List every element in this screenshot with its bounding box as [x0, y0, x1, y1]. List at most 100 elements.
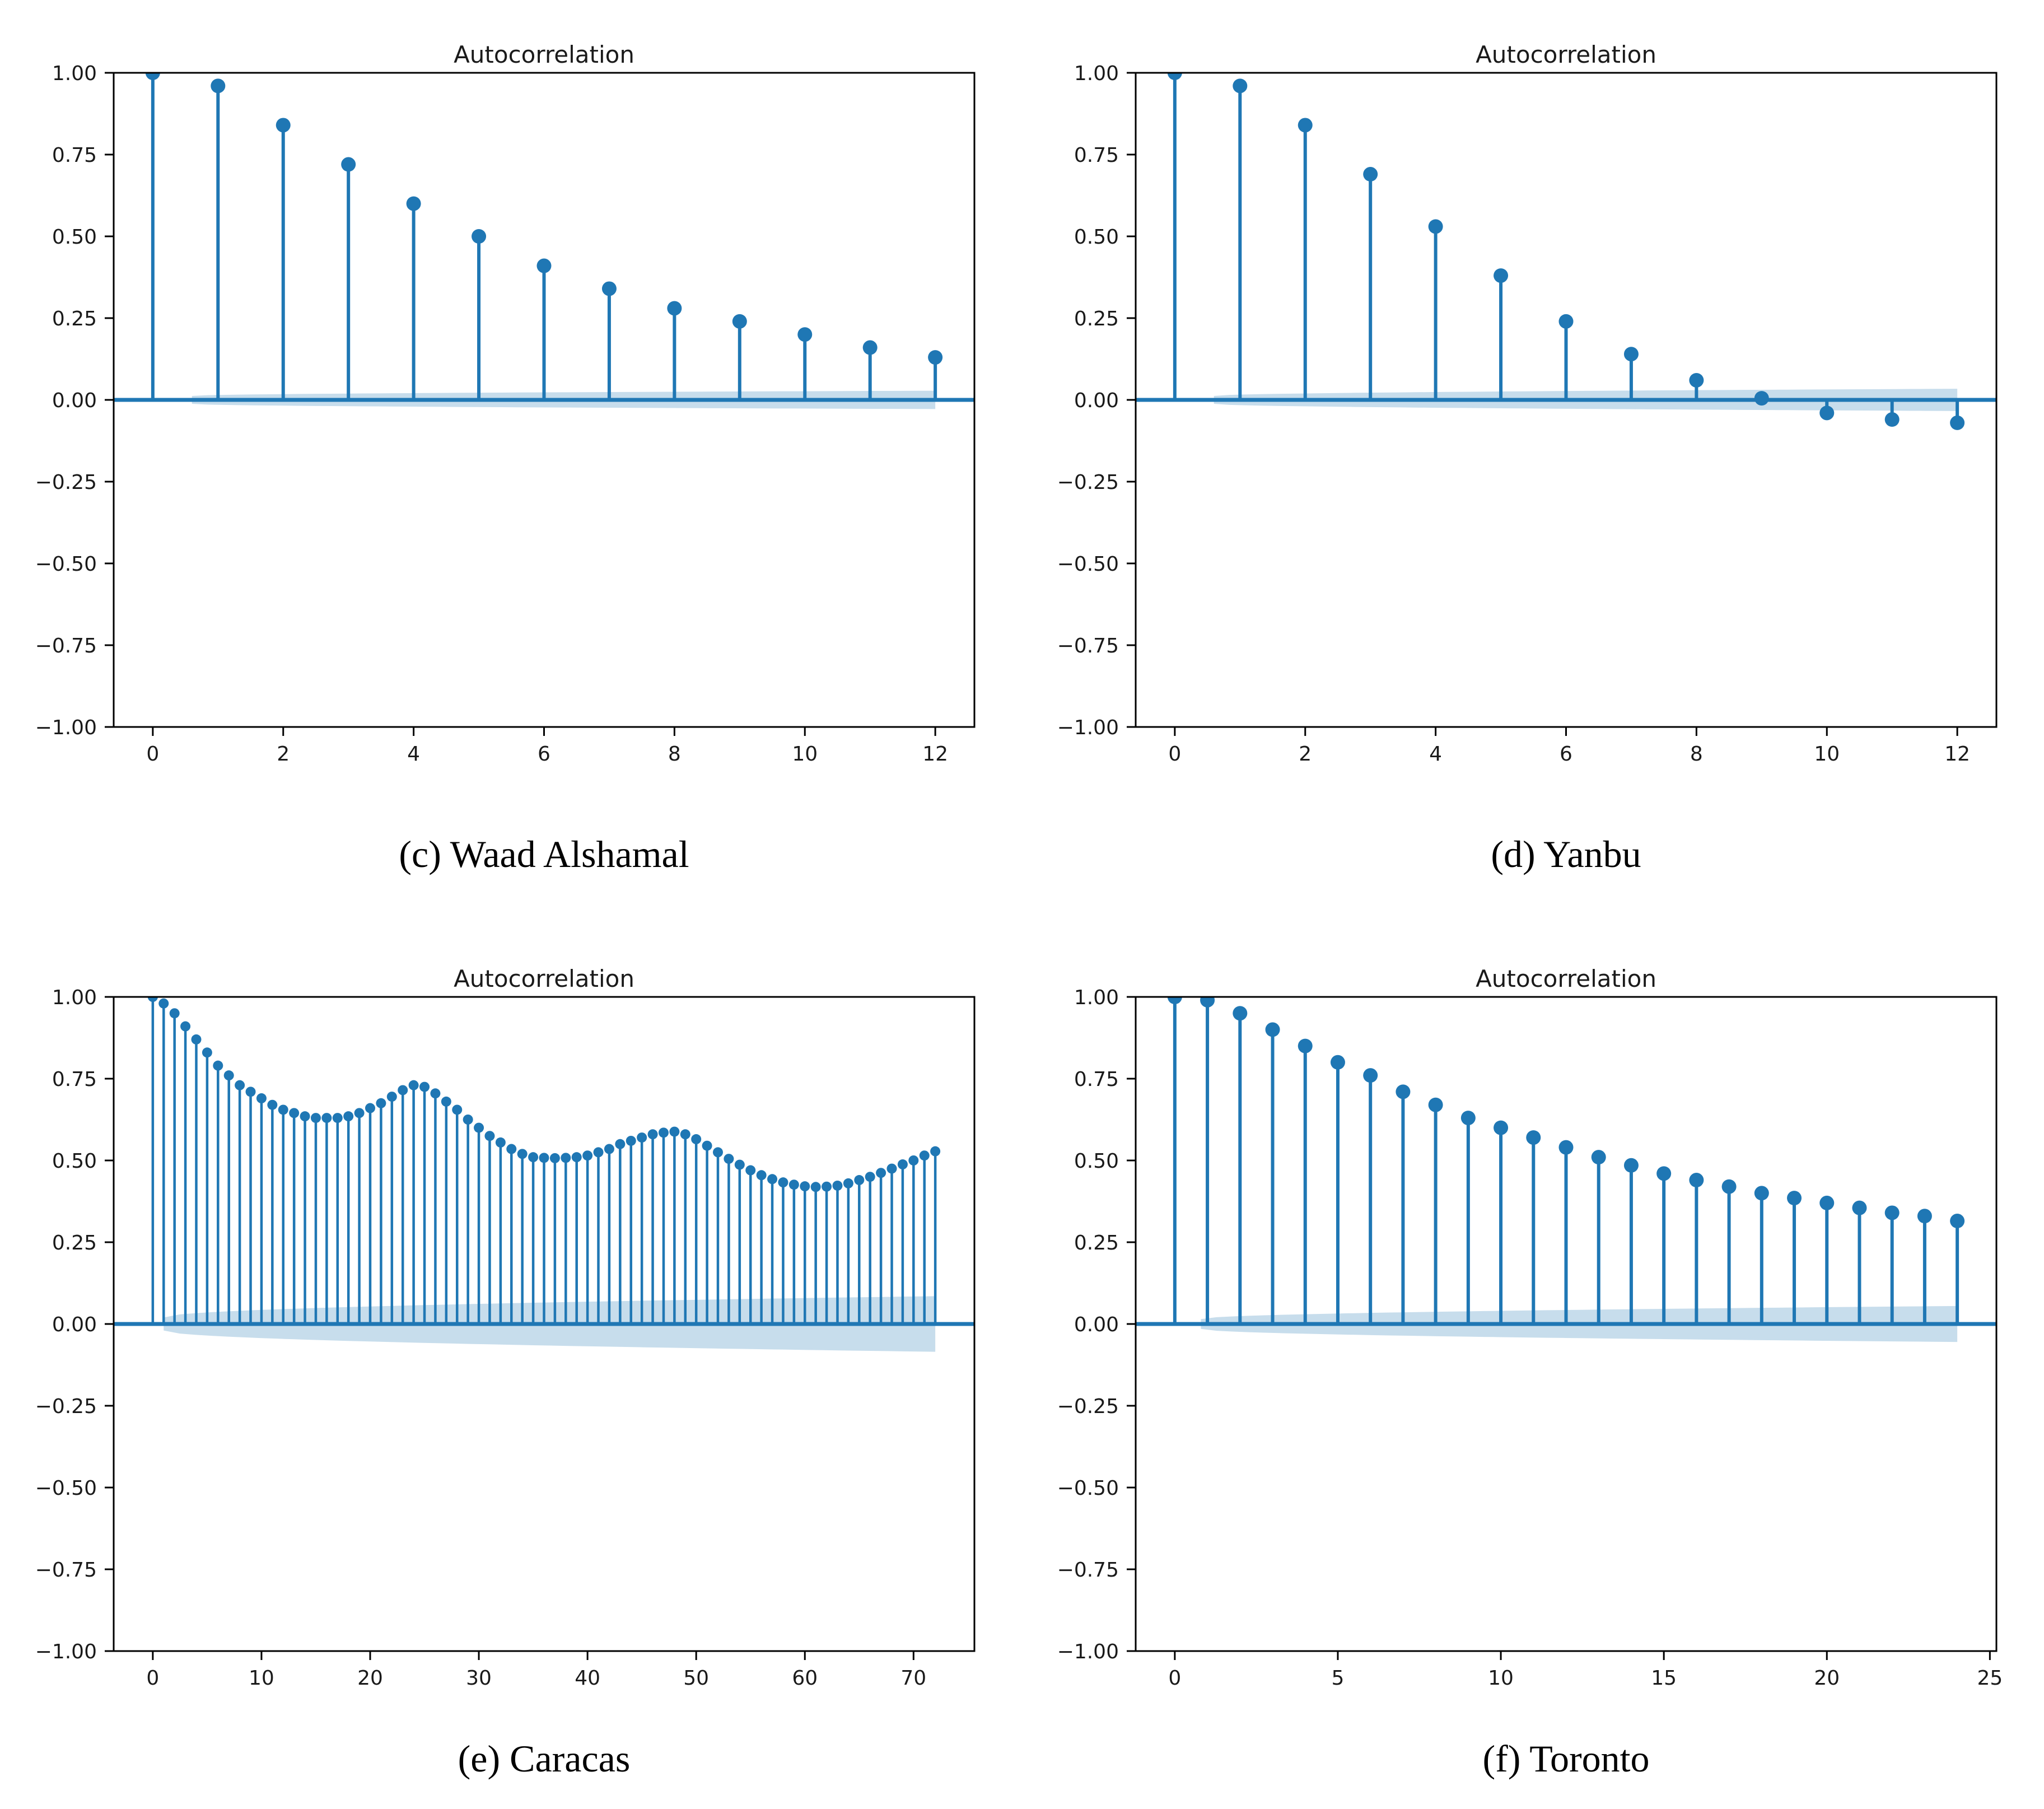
acf-marker — [256, 1093, 267, 1104]
y-tick-label: 0.75 — [1074, 144, 1119, 167]
acf-marker — [1558, 1140, 1574, 1155]
acf-marker — [637, 1132, 647, 1143]
acf-marker — [245, 1087, 256, 1097]
acf-marker — [202, 1047, 212, 1058]
caption-caracas: (e) Caracas — [458, 1737, 631, 1780]
acf-marker — [235, 1080, 245, 1090]
acf-marker — [495, 1137, 506, 1148]
acf-marker — [571, 1152, 582, 1163]
acf-marker — [1526, 1130, 1541, 1145]
acf-marker — [1721, 1179, 1737, 1194]
acf-marker — [865, 1172, 875, 1182]
acf-marker — [843, 1178, 853, 1188]
y-tick-label: −1.00 — [1057, 1640, 1119, 1663]
acf-marker — [604, 1144, 614, 1154]
y-tick-label: −0.50 — [1057, 553, 1119, 576]
chart-title: Autocorrelation — [1476, 41, 1656, 68]
y-tick-label: 0.75 — [52, 144, 97, 167]
acf-marker — [386, 1092, 397, 1102]
x-tick-label: 4 — [407, 743, 420, 766]
acf-marker — [278, 1104, 288, 1115]
x-tick-label: 40 — [575, 1667, 600, 1690]
acf-marker — [1852, 1200, 1867, 1215]
acf-marker — [341, 157, 356, 172]
y-tick-label: 0.50 — [1074, 1150, 1119, 1173]
acf-marker — [528, 1152, 539, 1163]
acf-marker — [474, 1122, 484, 1133]
caption-yanbu: (d) Yanbu — [1491, 832, 1641, 875]
acf-marker — [1200, 997, 1215, 1008]
y-tick-label: 0.25 — [1074, 1232, 1119, 1255]
caption-toronto: (f) Toronto — [1482, 1737, 1650, 1780]
acf-marker — [702, 1140, 712, 1151]
acf-marker — [788, 1179, 799, 1190]
y-tick-label: 1.00 — [1074, 62, 1119, 85]
y-tick-label: −0.25 — [1057, 471, 1119, 494]
acf-marker — [930, 1146, 941, 1157]
x-tick-label: 12 — [1944, 743, 1970, 766]
acf-marker — [1754, 391, 1769, 406]
y-tick-label: −0.25 — [1057, 1395, 1119, 1418]
stems — [147, 997, 941, 1324]
acf-marker — [1950, 1214, 1965, 1229]
y-tick-label: 0.50 — [1074, 226, 1119, 249]
acf-marker — [1819, 405, 1835, 421]
acf-marker — [1460, 1111, 1476, 1126]
x-tick-label: 4 — [1429, 743, 1442, 766]
x-tick-label: 8 — [1690, 743, 1703, 766]
acf-marker — [452, 1104, 463, 1115]
acf-marker — [667, 301, 682, 316]
x-tick-label: 6 — [1560, 743, 1572, 766]
acf-marker — [267, 1099, 278, 1110]
y-tick-label: −0.75 — [1057, 1559, 1119, 1582]
acf-marker — [147, 997, 158, 1002]
x-tick-label: 60 — [792, 1667, 818, 1690]
acf-marker — [876, 1168, 886, 1178]
acf-marker — [601, 281, 617, 296]
acf-marker — [713, 1147, 724, 1158]
y-tick-label: −0.75 — [1057, 635, 1119, 658]
acf-marker — [1917, 1209, 1932, 1224]
acf-marker — [822, 1181, 832, 1192]
acf-marker — [1819, 1195, 1835, 1210]
y-tick-label: −0.50 — [35, 553, 97, 576]
acf-marker — [517, 1149, 528, 1159]
acf-marker — [1591, 1150, 1606, 1165]
x-tick-label: 0 — [146, 1667, 159, 1690]
y-tick-label: 0.00 — [1074, 389, 1119, 412]
x-tick-label: 6 — [538, 743, 550, 766]
x-tick-label: 5 — [1332, 1667, 1345, 1690]
acf-marker — [561, 1153, 571, 1163]
acf-marker — [463, 1115, 473, 1125]
acf-marker — [1787, 1191, 1802, 1206]
acf-marker — [354, 1108, 365, 1118]
acf-marker — [211, 78, 226, 94]
acf-marker — [691, 1134, 702, 1145]
acf-marker — [756, 1170, 767, 1181]
acf-marker — [1428, 219, 1443, 234]
x-tick-label: 10 — [1814, 743, 1840, 766]
acf-marker — [1298, 118, 1313, 133]
y-tick-label: 0.25 — [52, 1232, 97, 1255]
acf-marker — [158, 998, 169, 1009]
acf-marker — [180, 1021, 191, 1032]
acf-marker — [539, 1153, 549, 1163]
acf-marker — [1396, 1084, 1411, 1099]
acf-marker — [745, 1165, 756, 1176]
y-tick-label: 0.75 — [1074, 1068, 1119, 1091]
acf-chart-yanbu: 0 2 4 6 8 10 12 1.00 0.75 0.50 0.25 0.00 −0.25 −0.50 −… — [1057, 41, 1998, 766]
acf-marker — [1167, 997, 1182, 1004]
acf-marker — [734, 1159, 745, 1170]
x-tick-label: 20 — [357, 1667, 383, 1690]
y-tick-label: 0.25 — [1074, 307, 1119, 330]
y-tick-label: 1.00 — [52, 986, 97, 1009]
x-tick-label: 10 — [249, 1667, 274, 1690]
acf-marker — [321, 1113, 332, 1123]
acf-marker — [1884, 1205, 1900, 1220]
x-tick-label: 50 — [683, 1667, 709, 1690]
acf-marker — [472, 229, 487, 244]
acf-marker — [1689, 1173, 1704, 1188]
acf-marker — [406, 196, 421, 211]
y-tick-label: 0.50 — [52, 1150, 97, 1173]
acf-marker — [1494, 1120, 1509, 1135]
